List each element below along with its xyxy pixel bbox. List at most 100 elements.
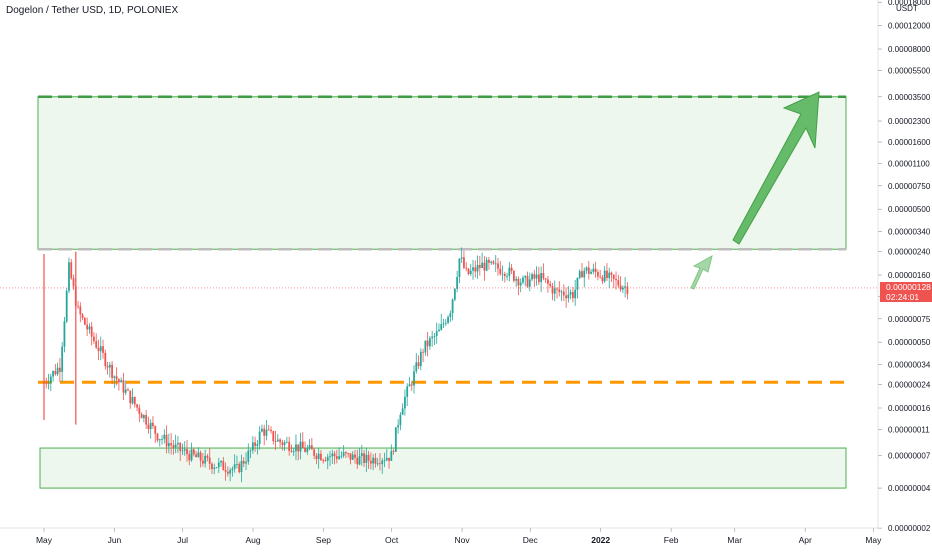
price-tick-label: 0.00000007 <box>888 452 931 461</box>
candle-body <box>624 286 627 288</box>
candle-body <box>399 414 402 426</box>
candle-body <box>88 326 91 330</box>
candle-body <box>599 276 602 278</box>
candle-body <box>360 453 363 457</box>
candle-body <box>497 263 499 269</box>
candle-body <box>106 366 109 368</box>
candle-body <box>299 441 302 452</box>
candle-body <box>113 376 116 378</box>
candle-body <box>451 299 454 314</box>
candle-body <box>313 449 316 456</box>
candle-body <box>270 429 272 432</box>
candle-body <box>338 456 340 459</box>
candle-body <box>81 314 84 318</box>
price-tick-label: 0.00000750 <box>888 182 931 191</box>
candle-body <box>379 463 381 465</box>
price-tick-label: 0.00000002 <box>888 524 931 533</box>
candle-body <box>596 272 599 277</box>
candle-body <box>594 268 597 273</box>
candle-body <box>131 396 134 404</box>
candle-body <box>590 271 592 274</box>
candle-body <box>231 468 234 471</box>
time-tick-label: Oct <box>385 535 399 545</box>
candle-body <box>404 396 406 409</box>
candle-body <box>587 267 590 274</box>
candle-body <box>417 362 420 367</box>
candle-body <box>374 457 377 464</box>
candle-body <box>297 444 300 452</box>
price-tick-label: 0.00000340 <box>888 227 931 236</box>
candle-body <box>537 274 540 283</box>
candle-body <box>220 461 222 463</box>
support-zone[interactable] <box>39 447 847 489</box>
candle-body <box>581 271 583 278</box>
candle-body <box>265 429 268 436</box>
candle-body <box>288 441 291 451</box>
candle-body <box>86 324 89 330</box>
price-tick-label: 0.00012000 <box>888 22 931 31</box>
candle-body <box>592 268 595 272</box>
candle-body <box>585 267 588 271</box>
price-tick-label: 0.00000500 <box>888 205 931 214</box>
candle-body <box>526 276 529 287</box>
candle-body <box>615 279 617 281</box>
candle-body <box>211 463 213 469</box>
candle-body <box>174 444 177 448</box>
candle-body <box>544 278 547 280</box>
overlays-layer <box>0 91 878 290</box>
candle-body <box>540 273 543 283</box>
candle-body <box>345 452 347 454</box>
candle-body <box>547 279 549 284</box>
candle-body <box>251 442 254 451</box>
price-tick-label: 0.00000075 <box>888 315 931 324</box>
candle-body <box>49 376 52 384</box>
price-tick-label: 0.00000050 <box>888 338 931 347</box>
candle-body <box>385 457 388 461</box>
candle-body <box>195 454 197 458</box>
candle-body <box>401 408 404 415</box>
candle-body <box>147 424 150 429</box>
candle-body <box>433 336 436 337</box>
symbol-title[interactable]: Dogelon / Tether USD, 1D, POLONIEX <box>6 5 179 16</box>
time-tick-label: Sep <box>316 535 331 545</box>
candle-body <box>317 453 320 459</box>
candle-body <box>535 274 538 279</box>
price-tick-label: 0.00005500 <box>888 67 931 76</box>
candle-body <box>490 261 493 263</box>
target-zone[interactable] <box>37 96 847 250</box>
candle-body <box>124 389 127 393</box>
candle-body <box>104 352 107 367</box>
candle-body <box>47 383 50 384</box>
candle-body <box>392 451 395 452</box>
candle-body <box>333 453 336 457</box>
candle-body <box>515 278 518 281</box>
candle-body <box>95 341 98 348</box>
price-axis[interactable]: 0.00018000 0.00012000 0.00008000 0.00005500… <box>878 0 931 533</box>
last-price-value: 0.00000128 <box>886 282 931 292</box>
candle-body <box>292 451 295 452</box>
candle-body <box>619 285 622 290</box>
candles-layer <box>43 247 629 483</box>
price-tick-label: 0.00001600 <box>888 138 931 147</box>
candle-body <box>267 429 270 431</box>
candle-body <box>93 336 95 342</box>
up-arrow-large-icon[interactable] <box>732 91 820 245</box>
candle-body <box>118 379 120 383</box>
up-arrow-small-icon[interactable] <box>690 255 713 290</box>
candle-body <box>274 441 277 442</box>
candle-body <box>167 443 170 447</box>
candle-body <box>506 275 508 277</box>
candle-body <box>492 261 495 264</box>
candle-body <box>276 439 279 442</box>
candle-body <box>142 415 145 419</box>
candle-body <box>444 322 447 324</box>
candle-body <box>256 444 259 446</box>
candle-body <box>501 273 504 275</box>
candle-body <box>476 264 479 272</box>
price-tick-label: 0.00003500 <box>888 93 931 102</box>
candle-body <box>177 442 179 445</box>
candle-body <box>190 449 193 461</box>
time-axis[interactable]: May Jun Jul Aug Sep Oct Nov Dec 2022 Feb Mar Apr May <box>36 528 882 545</box>
